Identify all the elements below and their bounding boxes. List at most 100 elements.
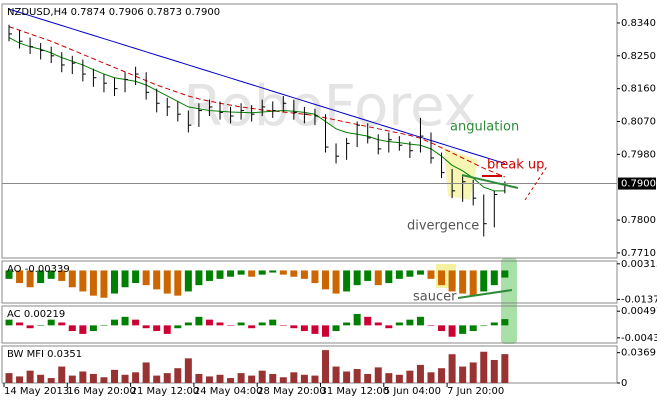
histogram-bar — [79, 325, 87, 334]
panel-frame — [1, 305, 618, 344]
histogram-bar — [501, 354, 509, 383]
histogram-bar — [427, 325, 435, 326]
histogram-bar — [343, 322, 351, 326]
histogram-bar — [153, 325, 161, 332]
y-tick-label: 0.7800 — [621, 215, 656, 226]
histogram-bar — [47, 319, 55, 326]
histogram-bar — [353, 369, 361, 383]
histogram-bar — [100, 377, 108, 383]
histogram-bar — [438, 270, 446, 286]
histogram-bar — [300, 270, 308, 279]
histogram-bar — [100, 270, 108, 298]
histogram-bar — [5, 319, 13, 326]
histogram-bar — [364, 270, 372, 281]
histogram-bar — [58, 270, 66, 281]
y-tick-label: 0.00497 — [621, 306, 657, 317]
histogram-bar — [142, 362, 150, 383]
histogram-bar — [448, 325, 456, 337]
histogram-bar — [195, 316, 203, 326]
histogram-bar — [353, 313, 361, 326]
histogram-bar — [469, 325, 477, 332]
histogram-bar — [269, 270, 277, 273]
histogram-bar — [132, 319, 140, 326]
histogram-bar — [322, 350, 329, 383]
histogram-bar — [16, 322, 24, 326]
histogram-bar — [216, 322, 224, 326]
x-tick-label: 14 May 2013 — [4, 386, 69, 397]
histogram-bar — [501, 319, 509, 326]
histogram-bar — [237, 322, 245, 326]
histogram-bar — [68, 375, 76, 383]
histogram-bar — [448, 354, 456, 383]
histogram-bar — [353, 270, 361, 286]
histogram-bar — [258, 322, 266, 326]
histogram-bar — [364, 373, 372, 383]
histogram-bar — [153, 270, 161, 290]
annotation: break up — [487, 158, 544, 173]
y-tick-label: 0.8340 — [621, 18, 656, 29]
histogram-bar — [26, 325, 34, 329]
histogram-bar — [374, 367, 382, 383]
histogram-bar — [47, 378, 55, 383]
histogram-bar — [438, 368, 446, 383]
y-tick-label: 0.8070 — [621, 117, 656, 128]
histogram-bar — [311, 375, 319, 383]
histogram-bar — [184, 270, 192, 292]
histogram-bar — [174, 270, 182, 296]
trend-line — [457, 289, 513, 299]
histogram-bar — [184, 322, 192, 326]
y-tick-label: -0.01377 — [621, 294, 657, 305]
histogram-bar — [406, 370, 414, 383]
panel-title: NZDUSD,H4 0.7874 0.7906 0.7873 0.7900 — [7, 7, 220, 18]
histogram-bar — [343, 371, 351, 383]
histogram-bar — [89, 270, 97, 296]
histogram-bar — [427, 372, 435, 383]
histogram-bar — [332, 366, 340, 383]
histogram-bar — [300, 325, 308, 332]
histogram-bar — [16, 270, 24, 284]
histogram-bar — [269, 373, 277, 383]
x-tick-label: 31 May 12:00 — [321, 386, 390, 397]
histogram-bar — [279, 325, 287, 326]
histogram-bar — [111, 319, 118, 326]
plot: 0.8340 0.8250 0.8160 0.8070 0.7980 0.7800 0.77… — [2, 7, 657, 397]
histogram-bar — [132, 270, 140, 284]
histogram-bar — [311, 325, 319, 334]
x-tick-label: 16 May 20:00 — [67, 386, 136, 397]
histogram-bar — [121, 316, 129, 326]
projection — [524, 164, 549, 201]
histogram-bar — [68, 325, 76, 332]
histogram-bar — [205, 376, 213, 383]
histogram-bar — [216, 270, 224, 279]
histogram-bar — [237, 270, 245, 275]
histogram-bar — [111, 369, 118, 383]
histogram-bar — [174, 325, 182, 329]
histogram-bar — [459, 325, 467, 334]
histogram-bar — [121, 270, 129, 288]
histogram-bar — [416, 364, 424, 383]
histogram-bar — [153, 375, 161, 383]
histogram-bar — [163, 270, 171, 294]
histogram-bar — [416, 270, 424, 275]
histogram-bar — [237, 373, 245, 383]
histogram-bar — [248, 270, 256, 277]
histogram-bar — [163, 373, 171, 383]
histogram-bar — [58, 366, 66, 383]
histogram-bar — [258, 370, 266, 383]
histogram-bar — [385, 270, 393, 284]
y-tick-label: 0.8160 — [621, 84, 656, 95]
panel-title: AO -0.00339 — [7, 264, 70, 275]
histogram-bar — [227, 378, 235, 383]
annotation: angulation — [450, 120, 519, 135]
histogram-bar — [227, 325, 235, 326]
histogram-bar — [395, 374, 403, 383]
histogram-bar — [37, 325, 45, 326]
histogram-bar — [364, 316, 372, 326]
histogram-bar — [290, 372, 298, 383]
histogram-bar — [490, 359, 498, 383]
panel-title: AC 0.00219 — [7, 309, 65, 320]
histogram-bar — [459, 270, 467, 294]
histogram-bar — [480, 351, 488, 383]
